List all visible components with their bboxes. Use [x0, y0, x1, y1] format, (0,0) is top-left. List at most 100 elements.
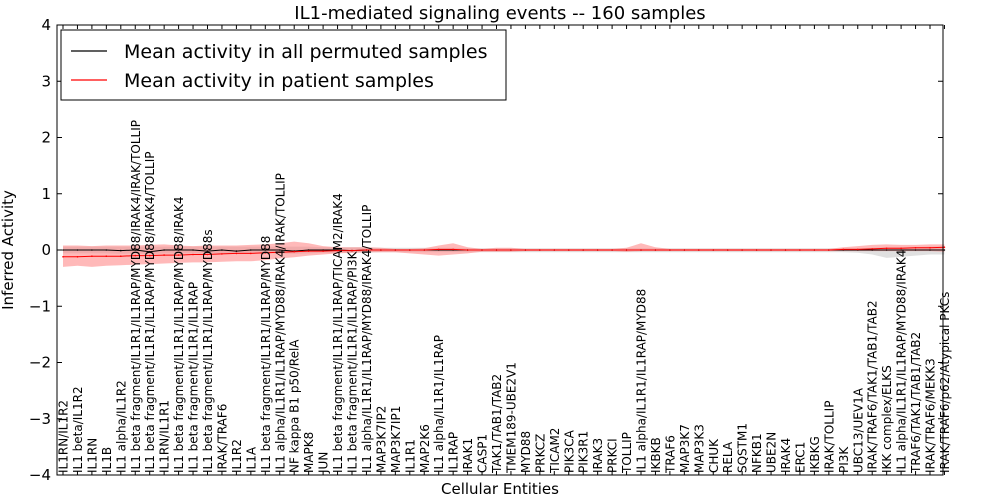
point-series-1-27 — [452, 248, 454, 251]
point-series-1-53 — [828, 249, 830, 251]
point-series-1-40 — [640, 249, 642, 251]
x-tick-label: IL1 alpha/IL1R1/IL1RAP/MYD88/IRAK4 — [895, 250, 909, 473]
x-tick-label: TRAF6 — [663, 435, 677, 474]
point-series-1-0 — [62, 255, 64, 258]
point-series-0-7 — [163, 249, 165, 251]
x-tick-label: IL1 beta fragment/IL1R1/IL1RAP/MYD88s — [201, 229, 215, 473]
series-lines — [62, 246, 946, 258]
point-series-0-11 — [221, 249, 223, 251]
point-series-1-14 — [264, 252, 267, 254]
point-series-1-31 — [510, 249, 512, 251]
point-series-1-19 — [336, 249, 339, 252]
y-tick-label: 1 — [41, 185, 51, 203]
point-series-1-56 — [871, 248, 873, 250]
point-series-0-9 — [192, 249, 194, 251]
x-tick-label: IL1 beta fragment/IL1R1/IL1RAP/MYD88/IRA… — [172, 196, 186, 473]
point-series-0-4 — [120, 249, 122, 252]
point-series-1-12 — [235, 252, 238, 255]
point-series-0-58 — [900, 249, 902, 251]
point-series-0-5 — [134, 249, 137, 251]
point-series-1-11 — [221, 253, 223, 255]
x-tick-label: IL1 beta fragment/IL1R1/IL1RAP/MYD88/IRA… — [129, 120, 143, 473]
x-tick-label: IL1 alpha/IL1R1/IL1RAP/MYD88/IRAK4/TOLLI… — [360, 205, 374, 473]
x-tick-label: IRAK/TOLLIP — [822, 401, 836, 473]
point-series-1-44 — [698, 249, 700, 251]
x-tick-label: NFKB1 — [750, 433, 764, 473]
point-series-0-8 — [177, 249, 180, 251]
point-series-0-3 — [105, 249, 108, 251]
point-series-1-54 — [842, 248, 845, 251]
point-series-1-3 — [105, 255, 108, 257]
y-tick-label: 0 — [41, 241, 51, 259]
x-tick-label: PRKCZ — [533, 434, 547, 473]
point-series-0-61 — [943, 249, 946, 251]
y-tick-label: 2 — [41, 129, 51, 147]
x-tick-label: IL1 beta fragment/IL1R1/IL1RAP/MYD88/IRA… — [143, 152, 157, 473]
x-tick-label: ERC1 — [793, 442, 807, 473]
point-series-1-22 — [380, 249, 382, 251]
x-tick-label: SQSTM1 — [736, 423, 750, 473]
point-series-1-10 — [206, 253, 209, 256]
x-tick-label: PIK3R1 — [577, 431, 591, 473]
x-tick-label: IL1 beta/IL1R2 — [71, 386, 85, 473]
x-tick-label: TRAF6/TAK1/TAB1/TAB2 — [909, 332, 923, 474]
y-axis-label: Inferred Activity — [0, 190, 17, 310]
point-series-1-16 — [293, 250, 296, 253]
x-tick-label: TMEM189-UBE2V1 — [504, 362, 518, 474]
point-series-0-15 — [279, 249, 281, 251]
chart-title: IL1-mediated signaling events -- 160 sam… — [294, 3, 705, 24]
point-series-1-49 — [770, 249, 772, 251]
point-series-1-26 — [437, 248, 440, 251]
x-tick-label: IL1R1 — [403, 439, 417, 473]
point-series-1-5 — [134, 254, 137, 257]
x-tick-label: IRAK3 — [591, 438, 605, 473]
point-series-1-55 — [857, 248, 859, 251]
x-tick-label: IL1B — [100, 447, 114, 473]
x-tick-label: IL1 alpha/IL1R1/IL1RAP/MYD88 — [635, 289, 649, 473]
point-series-1-6 — [148, 254, 151, 257]
x-tick-label: IL1 beta fragment/IL1R1/IL1RAP/TICAM2/IR… — [331, 193, 345, 473]
x-tick-label: TOLLIP — [620, 432, 634, 474]
x-tick-label: IL1A — [244, 446, 258, 473]
legend-label-0: Mean activity in all permuted samples — [124, 41, 487, 63]
legend: Mean activity in all permuted samples Mea… — [60, 29, 507, 101]
x-tick-label: CASP1 — [476, 434, 490, 473]
point-series-1-42 — [669, 249, 671, 251]
band-series-1 — [63, 241, 945, 267]
x-tick-label: IKK complex/ELKS — [880, 365, 894, 473]
point-series-1-29 — [481, 249, 483, 251]
x-tick-label: MAP3K7IP1 — [389, 406, 403, 473]
point-series-1-47 — [741, 249, 743, 251]
point-series-1-20 — [351, 249, 353, 252]
point-series-0-18 — [322, 249, 324, 251]
point-series-0-17 — [307, 249, 310, 251]
point-series-1-32 — [524, 249, 527, 251]
point-series-1-17 — [307, 250, 310, 252]
point-series-0-6 — [148, 250, 151, 253]
point-series-1-13 — [250, 252, 252, 255]
x-tick-label: IRAK/TRAF6/p62/Atypical PKCs — [938, 292, 952, 473]
x-tick-label: JUN — [317, 452, 331, 474]
point-series-1-61 — [943, 246, 946, 248]
point-series-0-57 — [885, 249, 888, 251]
point-series-1-48 — [755, 249, 758, 251]
point-series-1-33 — [539, 249, 541, 251]
x-tick-label: PI3K — [837, 446, 851, 473]
point-series-1-24 — [409, 249, 411, 251]
x-tick-label: IRAK1 — [461, 438, 475, 473]
point-series-0-10 — [206, 250, 209, 252]
y-tick-label: −4 — [29, 466, 51, 484]
x-tick-label: MAP3K7 — [678, 424, 692, 473]
x-tick-label: CHUK — [707, 438, 721, 473]
x-tick-label: MAP2K6 — [418, 424, 432, 473]
legend-label-1: Mean activity in patient samples — [124, 70, 434, 92]
x-tick-label: IL1 beta fragment/IL1R1/IL1RAP/MYD88 — [259, 236, 273, 473]
point-series-1-8 — [177, 254, 180, 256]
x-tick-label: IL1RAP — [447, 432, 461, 473]
x-tick-label: IRAK4 — [779, 438, 793, 473]
x-tick-label: IKBKG — [808, 436, 822, 473]
x-tick-label: IL1RN/IL1R1 — [158, 400, 172, 473]
confidence-bands — [63, 241, 945, 267]
point-series-0-0 — [62, 249, 64, 251]
